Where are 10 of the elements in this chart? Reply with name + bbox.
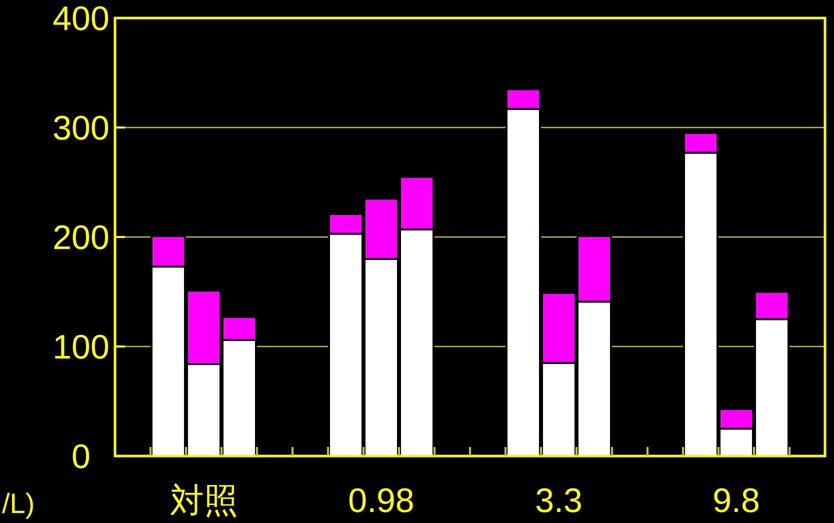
y-tick-label: 100 [52, 328, 110, 366]
x-tick-label: 対照 [170, 482, 238, 520]
y-tick-label: 0 [72, 438, 90, 476]
y-tick-label: 200 [52, 219, 110, 257]
text: /L) [2, 488, 35, 519]
y-tick-label: 400 [52, 0, 110, 38]
x-tick-label: 3.3 [535, 482, 582, 520]
x-tick-label: 0.98 [348, 482, 414, 520]
y-tick-label: 300 [52, 110, 110, 148]
x-tick-label: 9.8 [712, 482, 760, 520]
